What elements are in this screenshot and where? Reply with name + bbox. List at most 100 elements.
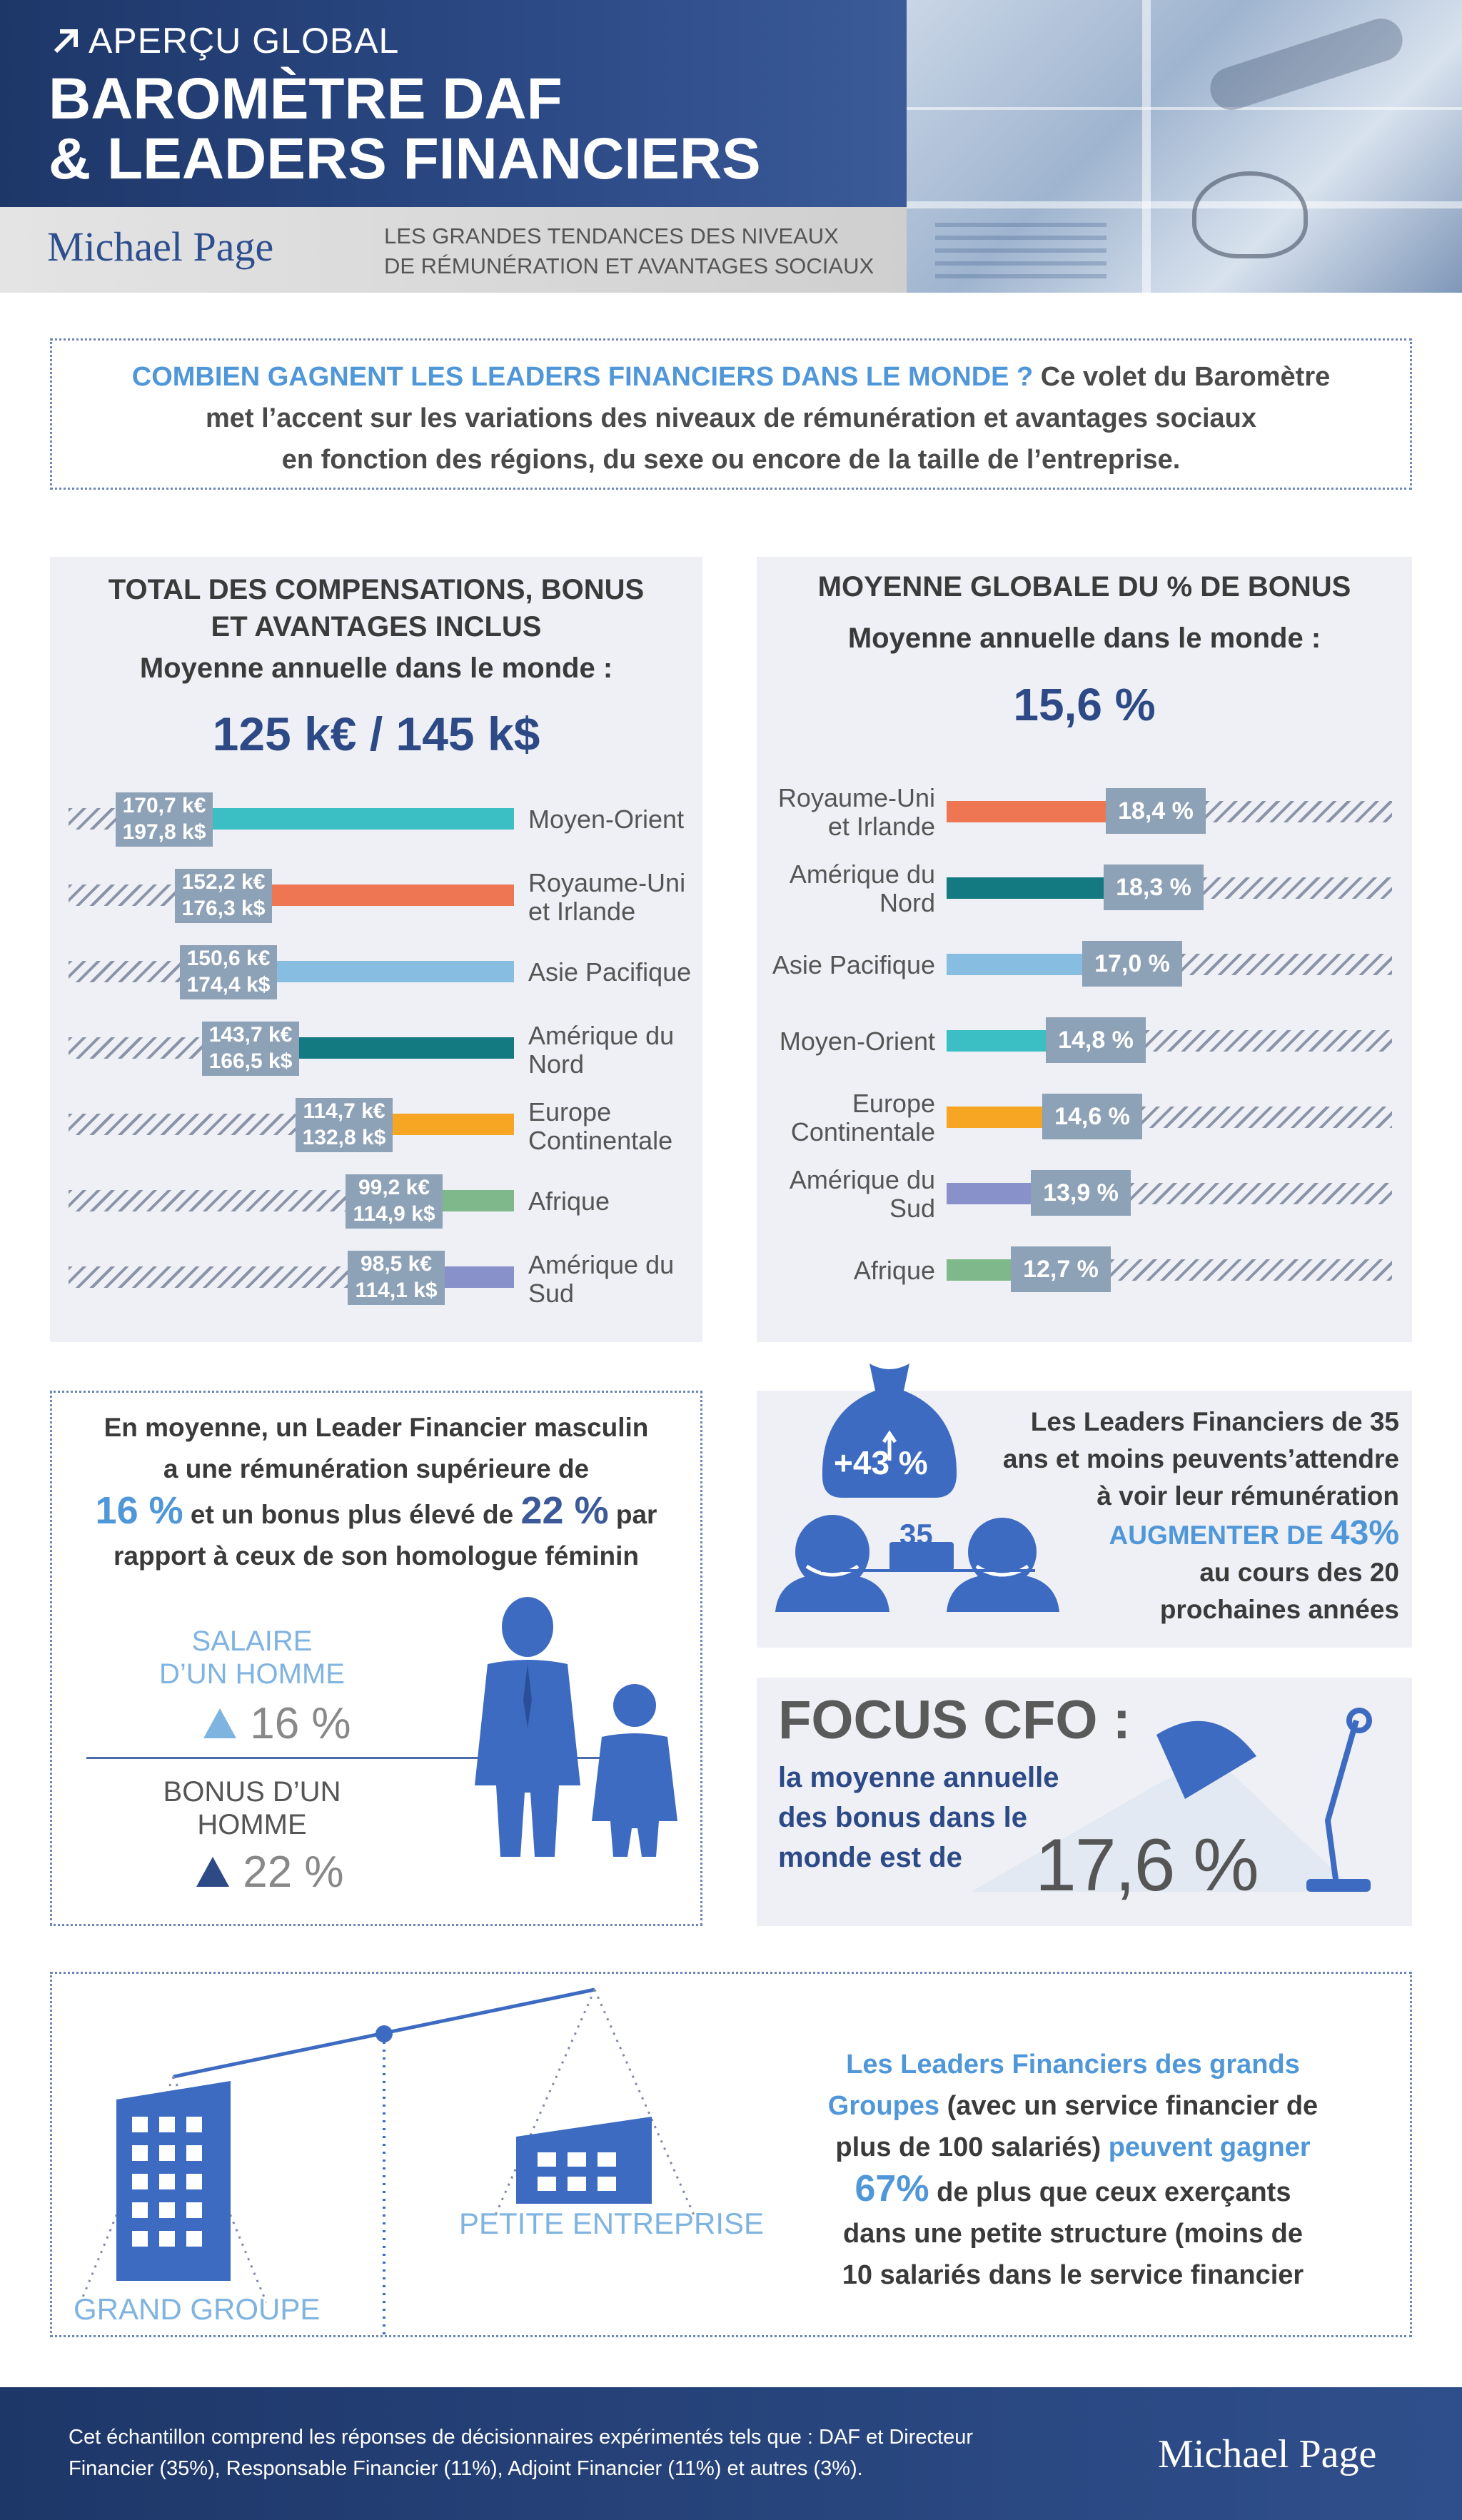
bonus-value-box: 18,4 % [1106,788,1206,834]
big-group-label: GRAND GROUPE [74,2292,321,2326]
arrow-up-right-icon [54,29,78,54]
cfo-title: FOCUS CFO : [778,1690,1131,1750]
bonus-value-box: 13,9 % [1031,1170,1131,1216]
salary-label: SALAIRE D’UN HOMME [159,1626,345,1690]
company-size-panel: GRAND GROUPE PETITE ENTREPRISE Les Leade… [50,1972,1412,2338]
intro-text: COMBIEN GAGNENT LES LEADERS FINANCIERS D… [131,362,1331,475]
bonus-average: 15,6 % [1013,679,1156,730]
bonus-bar [947,1107,1057,1128]
comp-value-eur: 150,6 k€ [186,947,271,970]
comp-region-label: Royaume-Uni et Irlande [528,868,686,926]
hatch-track [1142,1107,1392,1128]
bonus-value-box: 12,7 % [1011,1246,1111,1292]
bonus-panel: MOYENNE GLOBALE DU % DE BONUS Moyenne an… [757,557,1412,1342]
hatch-track [1206,801,1392,822]
hatch-track [69,1114,338,1135]
comp-region-label: Europe Continentale [528,1097,673,1155]
bonus-man-value: 22 % [195,1847,344,1897]
balance-scale-icon [79,1987,696,2338]
triangle-up-icon [203,1708,236,1738]
comp-value-eur: 170,7 k€ [122,794,206,817]
bonus-value-box: 17,0 % [1082,941,1182,987]
bonus-value-box: 18,3 % [1104,865,1204,910]
header: APERÇU GLOBAL BAROMÈTRE DAF & LEADERS FI… [0,0,1462,293]
bonus-subtitle: Moyenne annuelle dans le monde : [847,623,1321,654]
logo-band [0,207,907,293]
intro-box: COMBIEN GAGNENT LES LEADERS FINANCIERS D… [50,338,1412,490]
young-leaders-panel: +43 % 35 Les Leaders Financiers de 35 an… [757,1364,1412,1648]
hatch-track [1131,1183,1392,1204]
comp-value-usd: 132,8 k$ [302,1126,386,1149]
comp-region-label: Amérique du Nord [528,1021,675,1079]
footer: Cet échantillon comprend les réponses de… [0,2387,1462,2520]
comp-value-box: 114,7 k€ 132,8 k$ [296,1098,393,1152]
michael-page-logo: Michael Page [47,223,274,270]
compensation-subtitle: Moyenne annuelle dans le monde : [139,652,613,684]
bonus-region-label: Europe Continentale [790,1089,935,1146]
compensation-panel: TOTAL DES COMPENSATIONS, BONUS ET AVANTA… [50,557,702,1342]
header-photo [907,0,1462,293]
comp-value-eur: 143,7 k€ [208,1023,293,1047]
hatch-track [1204,877,1392,899]
comp-value-box: 99,2 k€ 114,9 k$ [346,1174,443,1229]
comp-value-usd: 166,5 k$ [208,1049,293,1073]
hatch-track [1146,1030,1392,1052]
bag-percentage: +43 % [834,1444,928,1481]
comp-value-eur: 152,2 k€ [181,870,266,894]
man-woman-icon [475,1597,677,1857]
hatch-track [69,1190,388,1211]
comp-value-box: 150,6 k€ 174,4 k$ [180,945,277,999]
company-size-text: Les Leaders Financiers des grands Groupe… [827,2050,1319,2290]
comp-value-eur: 98,5 k€ [360,1252,433,1276]
bonus-bar [947,877,1118,899]
compensation-average: 125 k€ / 145 k$ [212,707,540,760]
divider [86,1757,657,1759]
salary-value: 16 % [202,1698,351,1749]
footer-logo: Michael Page [1158,2432,1377,2476]
desk-lamp-icon [971,1708,1372,1892]
bonus-value-box: 14,8 % [1046,1017,1146,1063]
title-band [0,0,907,207]
bonus-region-label: Moyen-Orient [779,1027,935,1056]
comp-value-usd: 176,3 k$ [181,897,266,920]
comp-bar [158,808,514,830]
comp-region-label: Afrique [528,1186,610,1216]
bonus-bar [947,1030,1060,1052]
page-title-line1: BAROMÈTRE DAF [49,66,563,131]
cfo-panel: FOCUS CFO : la moyenne annuelle des bonu… [757,1678,1412,1926]
bonus-region-label: Asie Pacifique [772,950,935,979]
comp-value-usd: 197,8 k$ [122,820,206,844]
cfo-text: la moyenne annuelle des bonus dans le mo… [778,1762,1059,1873]
small-company-label: PETITE ENTREPRISE [459,2207,765,2240]
bonus-man-label: BONUS D’UN HOMME [163,1776,341,1840]
young-leaders-text: Les Leaders Financiers de 35 ans et moin… [1002,1407,1399,1624]
age-label: 35 [899,1518,933,1551]
footer-text: Cet échantillon comprend les réponses de… [69,2426,973,2480]
bonus-region-label: Afrique [853,1256,935,1285]
comp-value-usd: 114,9 k$ [353,1202,435,1226]
bonus-region-label: Royaume-Uni et Irlande [777,783,935,841]
bonus-bar [947,801,1120,822]
comp-value-usd: 174,4 k$ [186,973,271,997]
bonus-value-box: 14,6 % [1042,1094,1142,1139]
bonus-region-label: Amérique du Nord [789,860,935,917]
comp-value-usd: 114,1 k$ [355,1279,438,1302]
bonus-region-label: Amérique du Sud [789,1165,935,1223]
hatch-track [1182,954,1392,975]
bonus-bar [947,1183,1045,1204]
hatch-track [1111,1259,1392,1281]
comp-value-box: 170,7 k€ 197,8 k$ [116,792,213,847]
bonus-bar [947,954,1096,975]
cfo-value: 17,6 % [1035,1824,1259,1907]
compensation-title: TOTAL DES COMPENSATIONS, BONUS ET AVANTA… [108,574,645,642]
tagline: LES GRANDES TENDANCES DES NIVEAUX DE RÉM… [384,223,874,278]
comp-value-eur: 99,2 k€ [358,1176,430,1199]
gender-panel: En moyenne, un Leader Financier masculin… [50,1391,702,1926]
gender-text: En moyenne, un Leader Financier masculin… [95,1413,657,1571]
comp-value-box: 152,2 k€ 176,3 k$ [175,869,272,923]
comp-value-box: 143,7 k€ 166,5 k$ [202,1022,299,1076]
comp-region-label: Amérique du Sud [528,1250,675,1308]
comp-value-eur: 114,7 k€ [303,1099,385,1123]
comp-region-label: Asie Pacifique [528,957,692,987]
kicker: APERÇU GLOBAL [89,21,400,61]
